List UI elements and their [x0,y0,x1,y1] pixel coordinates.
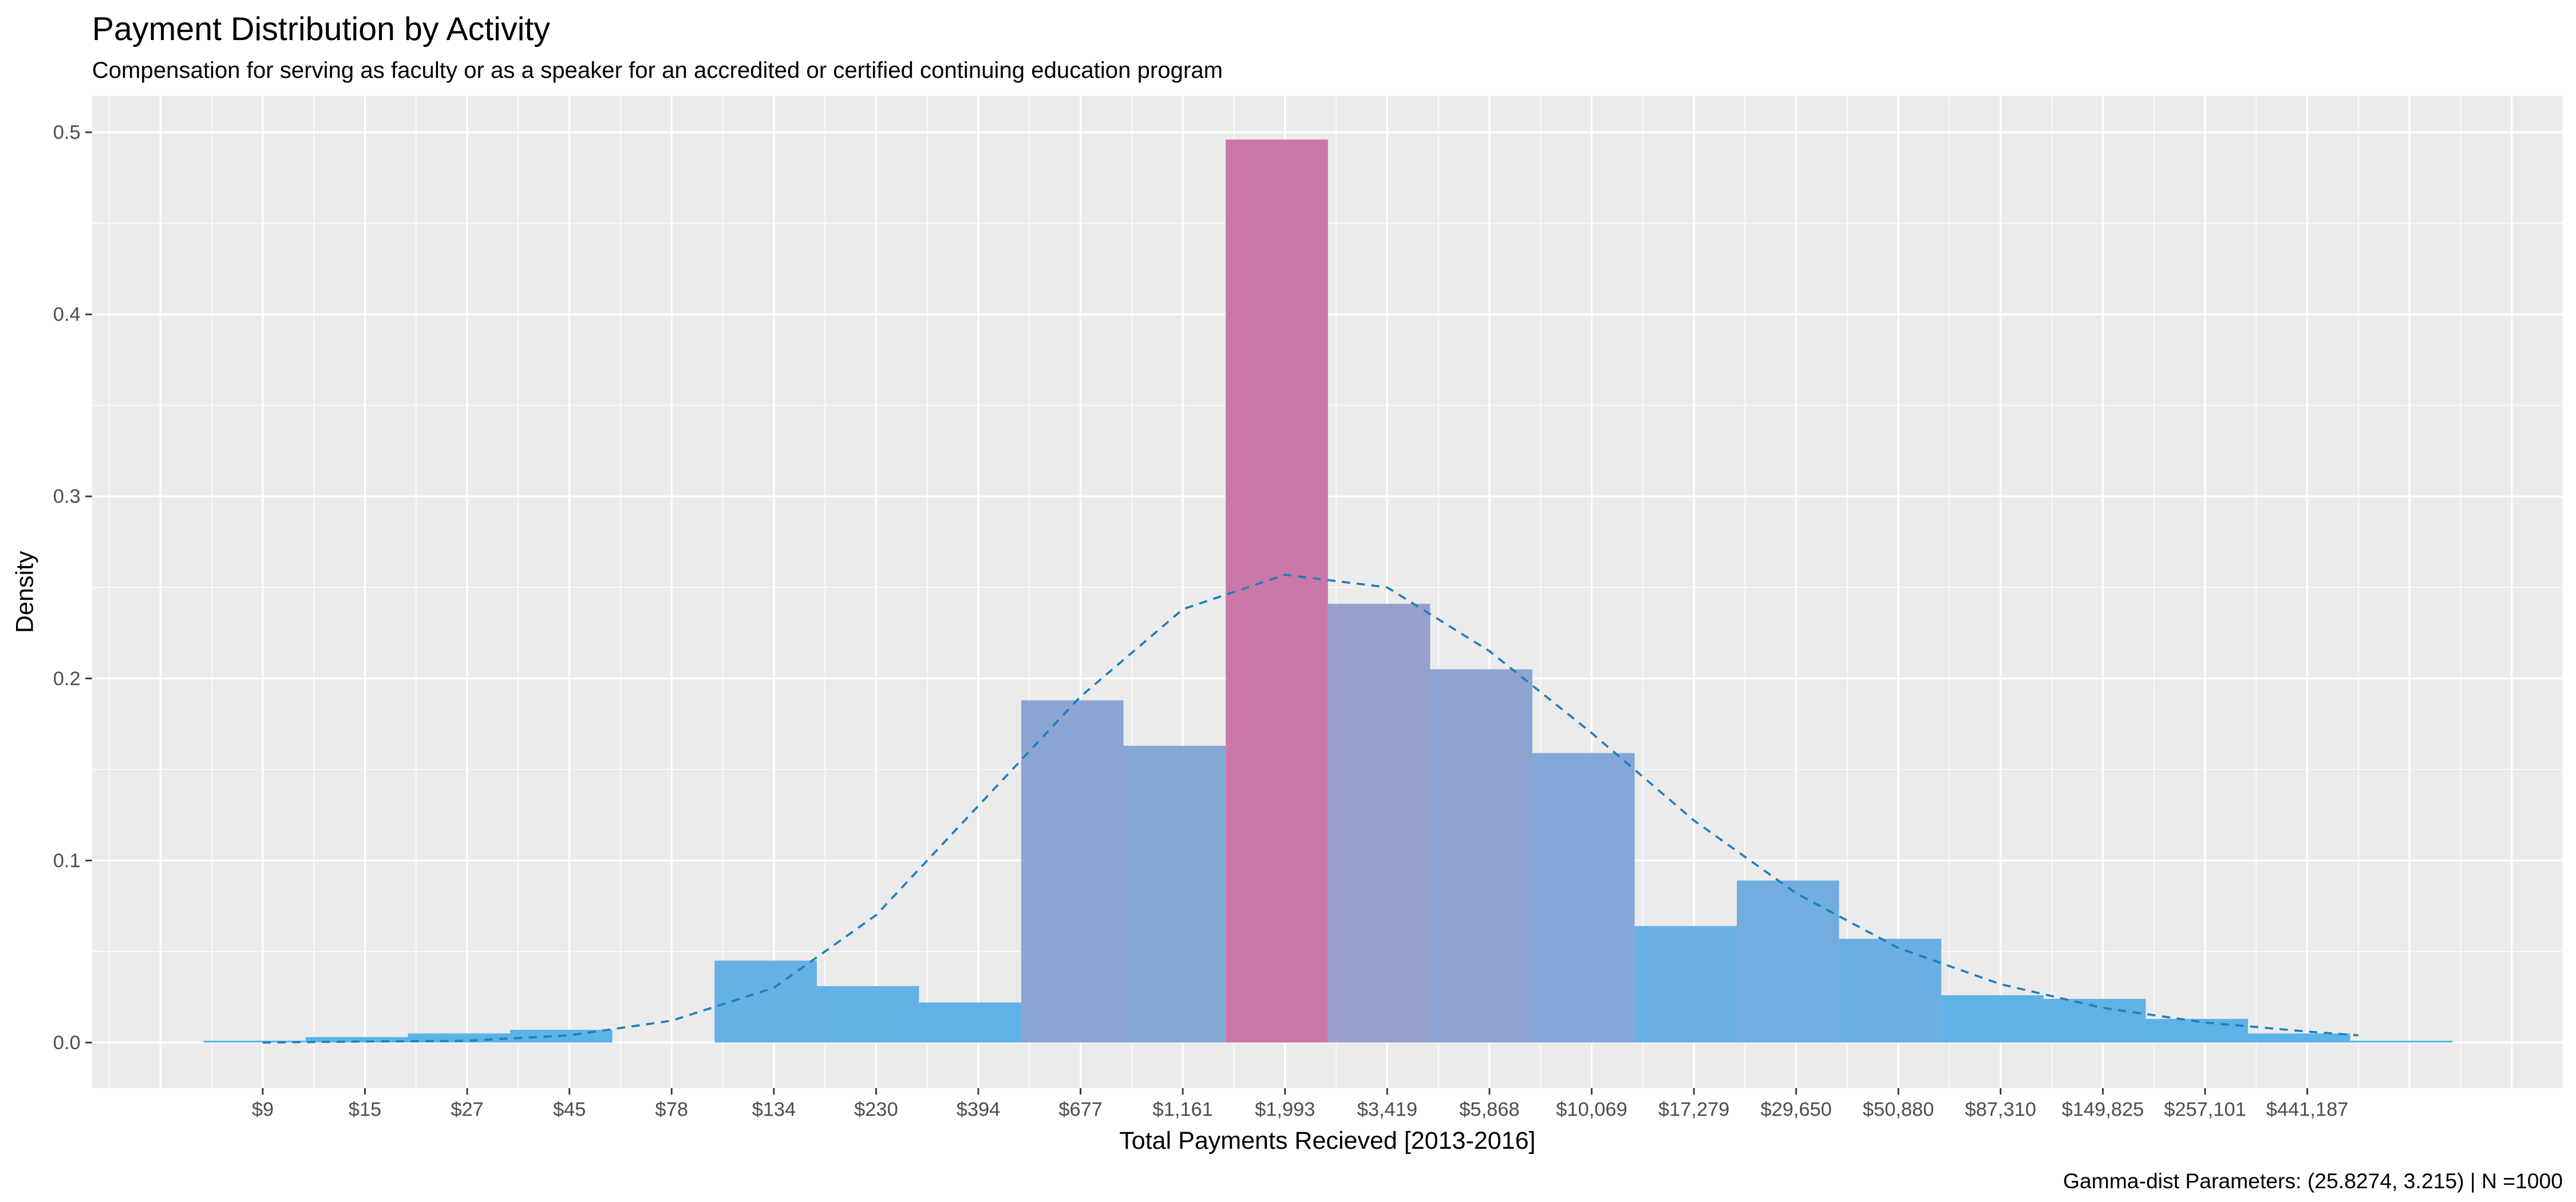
x-tick-label: $87,310 [1965,1099,2036,1121]
gamma-density-curve [262,574,2358,1044]
x-axis: $9 $15 $27 $45 $78 $134 $230 $394 $677 $1,161 $1,9… [252,1088,2349,1121]
chart-caption: Gamma-dist Parameters: (25.8274, 3.215) … [2063,1169,2563,1193]
chart-subtitle: Compensation for serving as faculty or a… [92,57,1223,83]
x-tick-label: $45 [553,1099,586,1121]
x-tick-label: $257,101 [2164,1099,2246,1121]
histogram-bar [203,1041,306,1043]
chart-title: Payment Distribution by Activity [92,11,551,48]
x-tick-label: $78 [655,1099,688,1121]
histogram-bar [1021,700,1124,1043]
x-tick-label: $5,868 [1459,1099,1519,1121]
y-tick-label: 0.0 [53,1032,81,1054]
histogram-bar [1123,745,1226,1043]
y-tick-label: 0.5 [53,122,81,144]
y-axis-title: Density [11,551,38,633]
y-tick-label: 0.1 [53,850,81,872]
histogram-bar [1430,669,1532,1043]
x-tick-label: $1,161 [1153,1099,1213,1121]
y-axis: 0.0 0.1 0.2 0.3 0.4 0.5 [53,122,92,1054]
x-tick-label: $149,825 [2062,1099,2144,1121]
histogram-bar [1634,926,1737,1043]
histogram-bar [1226,139,1328,1043]
x-tick-label: $677 [1058,1099,1103,1121]
histogram-bar [1327,603,1431,1043]
histogram-bar [1737,880,1839,1043]
x-tick-label: $441,187 [2266,1099,2349,1121]
x-tick-label: $27 [451,1099,483,1121]
x-tick-label: $17,279 [1658,1099,1729,1121]
x-tick-label: $29,650 [1760,1099,1831,1121]
bars [203,139,2453,1043]
x-tick-label: $230 [854,1099,898,1121]
y-tick-label: 0.4 [53,304,81,326]
x-tick-label: $9 [252,1099,274,1121]
histogram-bar [816,986,919,1043]
histogram-bar [919,1002,1022,1043]
histogram-bar [1839,939,1942,1043]
histogram-bar [2146,1019,2249,1043]
histogram-bar [305,1037,408,1043]
x-tick-label: $15 [349,1099,381,1121]
histogram-bar [2350,1041,2453,1043]
histogram-bar [714,960,817,1043]
histogram-bar [2248,1033,2350,1043]
x-tick-label: $3,419 [1357,1099,1417,1121]
histogram-bar [1532,753,1635,1043]
x-tick-label: $10,069 [1556,1099,1627,1121]
x-tick-label: $1,993 [1255,1099,1315,1121]
x-axis-title: Total Payments Recieved [2013-2016] [1119,1127,1535,1154]
x-tick-label: $134 [752,1099,796,1121]
x-tick-label: $394 [957,1099,1001,1121]
y-tick-label: 0.2 [53,668,81,690]
x-tick-label: $50,880 [1863,1099,1934,1121]
histogram-bar [1941,995,2044,1043]
y-tick-label: 0.3 [53,486,81,508]
